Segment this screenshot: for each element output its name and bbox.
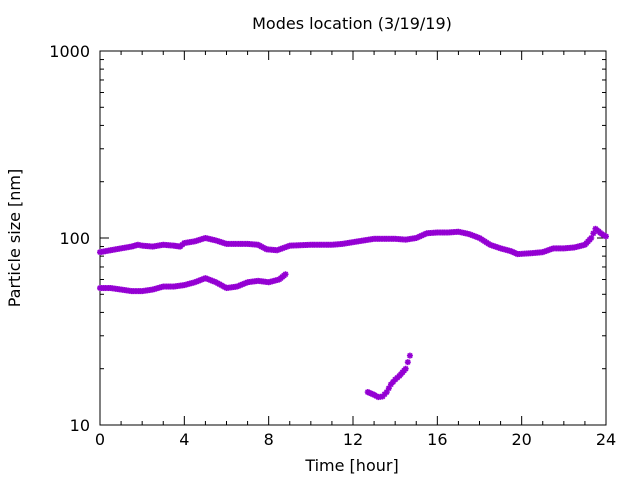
y-tick-labels: 10 100 1000	[49, 42, 90, 435]
data-point	[603, 233, 609, 240]
axis-ticks	[99, 50, 607, 426]
x-tick-label: 4	[179, 430, 189, 449]
plot-area-border	[99, 50, 607, 426]
y-tick-label: 10	[70, 416, 90, 435]
x-tick-label: 20	[511, 430, 531, 449]
data-point	[404, 359, 411, 366]
chart-title: Modes location (3/19/19)	[252, 14, 452, 33]
data-point	[282, 271, 289, 278]
data-point	[406, 352, 413, 359]
data-point	[390, 378, 397, 385]
data-points	[97, 225, 609, 401]
y-tick-label: 100	[59, 229, 90, 248]
data-point	[402, 365, 409, 372]
x-tick-label: 0	[95, 430, 105, 449]
plot-frame	[99, 50, 607, 426]
x-tick-label: 12	[343, 430, 363, 449]
x-tick-label: 24	[596, 430, 616, 449]
data-point	[588, 235, 595, 241]
y-axis-label: Particle size [nm]	[5, 169, 24, 308]
x-tick-labels: 0 4 8 12 16 20 24	[95, 430, 616, 449]
y-tick-label: 1000	[49, 42, 90, 61]
x-tick-label: 16	[427, 430, 447, 449]
x-tick-label: 8	[264, 430, 274, 449]
x-axis-label: Time [hour]	[304, 456, 398, 475]
